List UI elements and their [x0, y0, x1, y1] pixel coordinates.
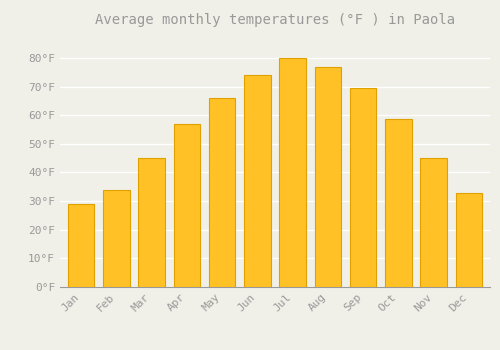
Bar [244, 75, 270, 287]
Bar [138, 158, 165, 287]
Title: Average monthly temperatures (°F ) in Paola: Average monthly temperatures (°F ) in Pa… [95, 13, 455, 27]
Bar [174, 124, 200, 287]
Bar [385, 119, 411, 287]
Bar [209, 98, 236, 287]
Bar [420, 158, 447, 287]
Bar [314, 66, 341, 287]
Bar [350, 88, 376, 287]
Bar [103, 190, 130, 287]
Bar [280, 58, 306, 287]
Bar [456, 193, 482, 287]
Bar [68, 204, 94, 287]
